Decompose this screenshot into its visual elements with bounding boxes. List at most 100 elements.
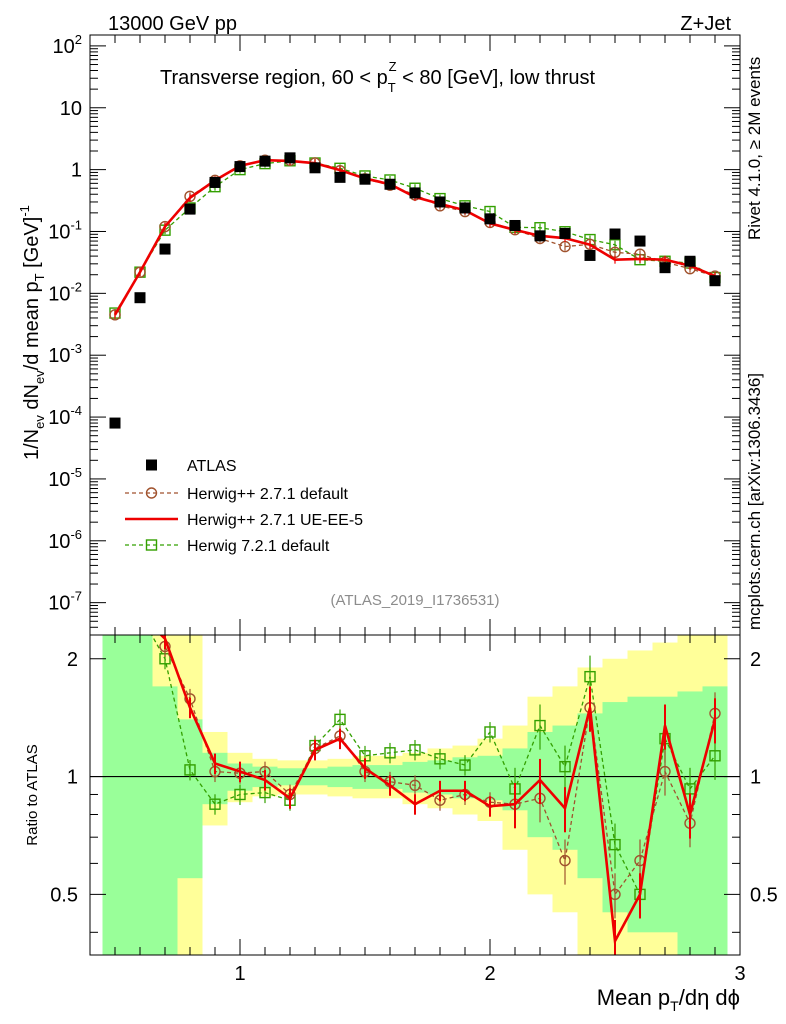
point-square <box>209 798 221 810</box>
ratio-y-tick-label: 1 <box>67 767 78 789</box>
point-circle <box>109 309 121 321</box>
ratio-y-tick-label-right: 0.5 <box>750 884 778 906</box>
data-point <box>634 235 646 247</box>
data-point <box>409 187 421 199</box>
main-y-label: 1/Nev dNev/d mean pT [GeV]-1 <box>17 205 47 460</box>
ratio-y-tick-label: 0.5 <box>50 884 78 906</box>
data-point <box>659 262 671 274</box>
data-point <box>334 171 346 183</box>
data-point <box>684 255 696 267</box>
ratio-y-tick-label-right: 2 <box>750 649 761 671</box>
point-square <box>609 838 621 851</box>
data-point <box>384 178 396 190</box>
legend-label: Herwig++ 2.7.1 UE-EE-5 <box>187 512 363 529</box>
ratio-series <box>135 609 721 955</box>
point-square <box>409 744 421 756</box>
data-point <box>459 202 471 214</box>
data-point <box>509 219 521 231</box>
point-square <box>709 750 721 762</box>
data-point <box>484 213 496 225</box>
point-square <box>184 764 196 776</box>
data-point <box>209 176 221 188</box>
ratio-panel: 0.5 0.5 1 1 2 2 1 2 3 <box>50 609 778 985</box>
main-panel: 10-7 10-6 10-5 10-4 10-3 10-2 10-1 1 10 102 <box>48 32 741 636</box>
point-circle <box>409 779 421 791</box>
data-point <box>159 243 171 255</box>
data-point <box>109 417 121 429</box>
y-tick-label: 10 <box>60 98 82 120</box>
point-circle <box>559 854 571 867</box>
y-tick-label: 10-2 <box>48 279 82 305</box>
ratio-frame <box>89 634 741 956</box>
legend-label: Herwig 7.2.1 default <box>187 538 330 555</box>
point-square <box>559 760 571 773</box>
legend-label: ATLAS <box>187 458 237 475</box>
data-point <box>146 459 157 471</box>
data-point <box>559 227 571 239</box>
data-point <box>609 228 621 240</box>
point-square <box>135 609 145 619</box>
y-tick-label: 10-7 <box>48 589 82 615</box>
band-green <box>102 635 128 955</box>
x-axis-label: Mean pT/dη dϕ <box>597 985 740 1014</box>
y-tick-label: 1 <box>71 160 82 182</box>
point-square <box>234 788 246 801</box>
point-square <box>384 747 396 759</box>
x-tick-label: 1 <box>234 963 245 985</box>
plot-title: Transverse region, 60 < pTZ < 80 [GeV], … <box>160 59 595 95</box>
header-left: 13000 GeV pp <box>108 13 237 35</box>
x-tick-label: 3 <box>734 963 745 985</box>
data-point <box>259 155 271 167</box>
ratio-series-clipped <box>135 609 721 955</box>
data-point <box>134 292 146 304</box>
side-label-mcplots: mcplots.cern.ch [arXiv:1306.3436] <box>745 373 764 630</box>
point-square <box>534 719 546 732</box>
ratio-y-label: Ratio to ATLAS <box>24 744 41 845</box>
side-label-rivet: Rivet 4.1.0, ≥ 2M events <box>745 57 764 240</box>
title-sup: Z <box>389 59 397 74</box>
data-point <box>234 161 246 173</box>
point-square <box>145 539 158 551</box>
data-point <box>309 162 321 174</box>
analysis-id: (ATLAS_2019_I1736531) <box>330 592 499 609</box>
ratio-line-ue <box>159 635 717 946</box>
data-point <box>359 173 371 185</box>
point-square <box>484 726 496 738</box>
point-square <box>584 670 596 683</box>
y-tick-label: 10-6 <box>48 527 82 553</box>
point-square <box>434 753 446 765</box>
y-tick-label: 10-1 <box>48 217 82 243</box>
point-circle <box>159 220 171 233</box>
y-tick-label: 10-3 <box>48 341 82 367</box>
y-tick-label: 10-4 <box>48 403 82 429</box>
y-tick-label: 102 <box>53 32 82 58</box>
point-circle <box>145 487 158 499</box>
title-sub: T <box>388 80 396 95</box>
data-point <box>184 203 196 215</box>
point-circle <box>659 765 671 778</box>
point-square <box>459 759 471 771</box>
point-square <box>334 713 346 726</box>
data-point <box>709 275 721 287</box>
data-point <box>584 249 596 261</box>
point-circle <box>134 266 146 278</box>
data-point <box>434 196 446 208</box>
legend-label: Herwig++ 2.7.1 default <box>187 486 349 503</box>
x-tick-label: 2 <box>484 963 495 985</box>
main-ticks: 10-7 10-6 10-5 10-4 10-3 10-2 10-1 1 10 102 <box>48 32 740 636</box>
y-tick-label: 10-5 <box>48 465 82 491</box>
ratio-y-tick-label-right: 1 <box>750 767 761 789</box>
header-right: Z+Jet <box>680 13 731 35</box>
band-green <box>177 719 203 879</box>
title-main: Transverse region, 60 < p <box>160 67 388 89</box>
data-point <box>284 152 296 164</box>
data-point <box>534 230 546 242</box>
ratio-line-h271 <box>164 646 716 897</box>
band-green <box>152 686 178 955</box>
title-rest: < 80 [GeV], low thrust <box>397 67 596 89</box>
main-series <box>109 152 721 429</box>
band-green <box>127 635 153 955</box>
legend: ATLAS Herwig++ 2.7.1 default Herwig++ 2.7.… <box>125 458 363 555</box>
ratio-y-tick-label: 2 <box>67 649 78 671</box>
